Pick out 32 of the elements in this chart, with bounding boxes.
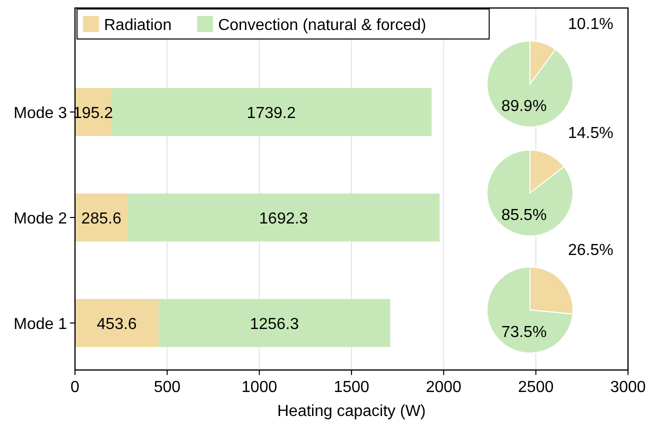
data-label: 1692.3 — [259, 210, 308, 228]
x-tick-label: 0 — [70, 379, 80, 396]
x-tick-label: 1500 — [334, 379, 370, 396]
y-tick-label: Mode 2 — [14, 210, 68, 228]
x-tick-label: 2500 — [518, 379, 554, 396]
bar — [128, 194, 440, 242]
data-label: 10.1% — [568, 16, 614, 33]
pie-slice — [486, 266, 574, 354]
data-label: 453.6 — [96, 316, 137, 333]
x-tick-label: 2000 — [426, 379, 462, 396]
bar — [75, 299, 159, 347]
legend-label: Radiation — [104, 17, 172, 34]
x-tick-label: 1000 — [242, 379, 278, 396]
pie-slice — [486, 150, 574, 236]
y-tick-label: Mode 3 — [14, 105, 68, 122]
data-label: 1739.2 — [246, 105, 296, 122]
bar — [75, 194, 128, 242]
data-label: 89.9% — [501, 98, 547, 115]
x-tick-label: 500 — [154, 379, 181, 396]
data-label: 85.5% — [501, 207, 547, 224]
legend-label: Convection (natural & forced) — [218, 17, 426, 34]
bar — [158, 299, 390, 347]
data-label: 73.5% — [501, 324, 547, 341]
pie-slice — [486, 40, 574, 128]
x-tick-label: 3000 — [610, 379, 646, 396]
data-label: 14.5% — [568, 125, 614, 142]
data-label: 285.6 — [81, 210, 122, 228]
bar — [110, 88, 432, 136]
x-axis-title: Heating capacity (W) — [277, 403, 426, 420]
data-label: 26.5% — [568, 242, 614, 259]
y-tick-label: Mode 1 — [14, 316, 68, 333]
data-label: 1256.3 — [250, 316, 299, 333]
